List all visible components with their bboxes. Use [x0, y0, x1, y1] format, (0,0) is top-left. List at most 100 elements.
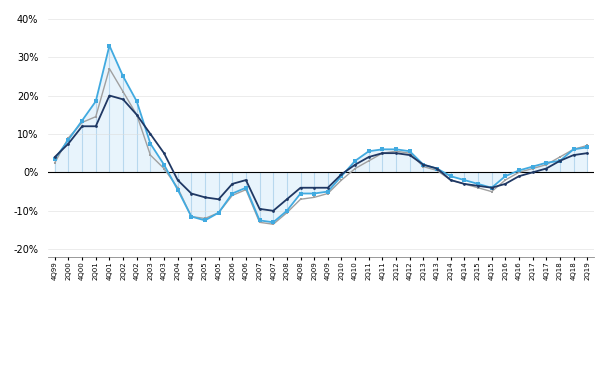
- Mid-Sized Accounts: [515, 168, 523, 172]
- Large Accounts: [379, 151, 386, 155]
- Mid-Sized Accounts: [160, 163, 167, 167]
- Small Accounts: [352, 163, 359, 167]
- Small Accounts: [119, 97, 127, 102]
- Small Accounts: [502, 182, 509, 186]
- Large Accounts: [256, 220, 263, 225]
- Mid-Sized Accounts: [556, 159, 563, 163]
- Legend: Large Accounts, Mid-Sized Accounts, Small Accounts: Large Accounts, Mid-Sized Accounts, Smal…: [155, 364, 487, 367]
- Mid-Sized Accounts: [475, 182, 482, 186]
- Large Accounts: [242, 188, 250, 192]
- Small Accounts: [79, 124, 86, 128]
- Mid-Sized Accounts: [542, 161, 550, 165]
- Large Accounts: [133, 113, 140, 117]
- Mid-Sized Accounts: [215, 211, 222, 215]
- Small Accounts: [420, 163, 427, 167]
- Small Accounts: [515, 174, 523, 178]
- Small Accounts: [379, 151, 386, 155]
- Mid-Sized Accounts: [570, 147, 577, 152]
- Mid-Sized Accounts: [283, 208, 290, 213]
- Small Accounts: [106, 93, 113, 98]
- Large Accounts: [269, 222, 277, 226]
- Large Accounts: [174, 186, 181, 190]
- Large Accounts: [229, 193, 236, 197]
- Small Accounts: [65, 141, 72, 146]
- Small Accounts: [392, 151, 400, 155]
- Large Accounts: [106, 66, 113, 71]
- Mid-Sized Accounts: [297, 191, 304, 196]
- Small Accounts: [242, 178, 250, 182]
- Large Accounts: [297, 197, 304, 201]
- Small Accounts: [229, 182, 236, 186]
- Small Accounts: [433, 166, 440, 171]
- Small Accounts: [92, 124, 100, 128]
- Large Accounts: [515, 170, 523, 175]
- Large Accounts: [147, 153, 154, 157]
- Mid-Sized Accounts: [51, 157, 58, 161]
- Mid-Sized Accounts: [392, 147, 400, 152]
- Small Accounts: [406, 153, 413, 157]
- Large Accounts: [447, 178, 454, 182]
- Small Accounts: [556, 159, 563, 163]
- Large Accounts: [365, 159, 373, 163]
- Mid-Sized Accounts: [92, 99, 100, 103]
- Mid-Sized Accounts: [420, 163, 427, 167]
- Large Accounts: [584, 143, 591, 148]
- Small Accounts: [475, 184, 482, 188]
- Mid-Sized Accounts: [119, 74, 127, 79]
- Mid-Sized Accounts: [133, 99, 140, 103]
- Large Accounts: [79, 120, 86, 125]
- Mid-Sized Accounts: [324, 189, 331, 194]
- Large Accounts: [433, 168, 440, 172]
- Mid-Sized Accounts: [379, 147, 386, 152]
- Small Accounts: [147, 132, 154, 136]
- Large Accounts: [352, 166, 359, 171]
- Large Accounts: [65, 135, 72, 140]
- Mid-Sized Accounts: [433, 166, 440, 171]
- Mid-Sized Accounts: [242, 186, 250, 190]
- Large Accounts: [338, 178, 345, 182]
- Small Accounts: [365, 155, 373, 159]
- Small Accounts: [188, 191, 195, 196]
- Mid-Sized Accounts: [529, 164, 536, 169]
- Mid-Sized Accounts: [488, 186, 495, 190]
- Large Accounts: [475, 186, 482, 190]
- Large Accounts: [324, 191, 331, 196]
- Large Accounts: [311, 195, 318, 200]
- Small Accounts: [297, 186, 304, 190]
- Mid-Sized Accounts: [147, 141, 154, 146]
- Small Accounts: [174, 178, 181, 182]
- Mid-Sized Accounts: [352, 159, 359, 163]
- Small Accounts: [584, 151, 591, 155]
- Small Accounts: [338, 172, 345, 177]
- Large Accounts: [202, 216, 209, 221]
- Small Accounts: [447, 178, 454, 182]
- Mid-Sized Accounts: [502, 174, 509, 178]
- Mid-Sized Accounts: [365, 149, 373, 153]
- Large Accounts: [92, 115, 100, 119]
- Large Accounts: [188, 214, 195, 219]
- Mid-Sized Accounts: [174, 188, 181, 192]
- Mid-Sized Accounts: [229, 191, 236, 196]
- Small Accounts: [51, 155, 58, 159]
- Mid-Sized Accounts: [188, 214, 195, 219]
- Mid-Sized Accounts: [461, 178, 468, 182]
- Small Accounts: [529, 170, 536, 175]
- Small Accounts: [283, 197, 290, 201]
- Large Accounts: [160, 166, 167, 171]
- Small Accounts: [570, 153, 577, 157]
- Small Accounts: [542, 166, 550, 171]
- Large Accounts: [283, 211, 290, 215]
- Mid-Sized Accounts: [406, 149, 413, 153]
- Mid-Sized Accounts: [584, 145, 591, 150]
- Small Accounts: [324, 186, 331, 190]
- Small Accounts: [256, 207, 263, 211]
- Small Accounts: [215, 197, 222, 201]
- Small Accounts: [202, 195, 209, 200]
- Mid-Sized Accounts: [311, 191, 318, 196]
- Mid-Sized Accounts: [256, 218, 263, 223]
- Large Accounts: [461, 182, 468, 186]
- Large Accounts: [392, 149, 400, 153]
- Large Accounts: [542, 163, 550, 167]
- Large Accounts: [420, 164, 427, 169]
- Mid-Sized Accounts: [79, 118, 86, 123]
